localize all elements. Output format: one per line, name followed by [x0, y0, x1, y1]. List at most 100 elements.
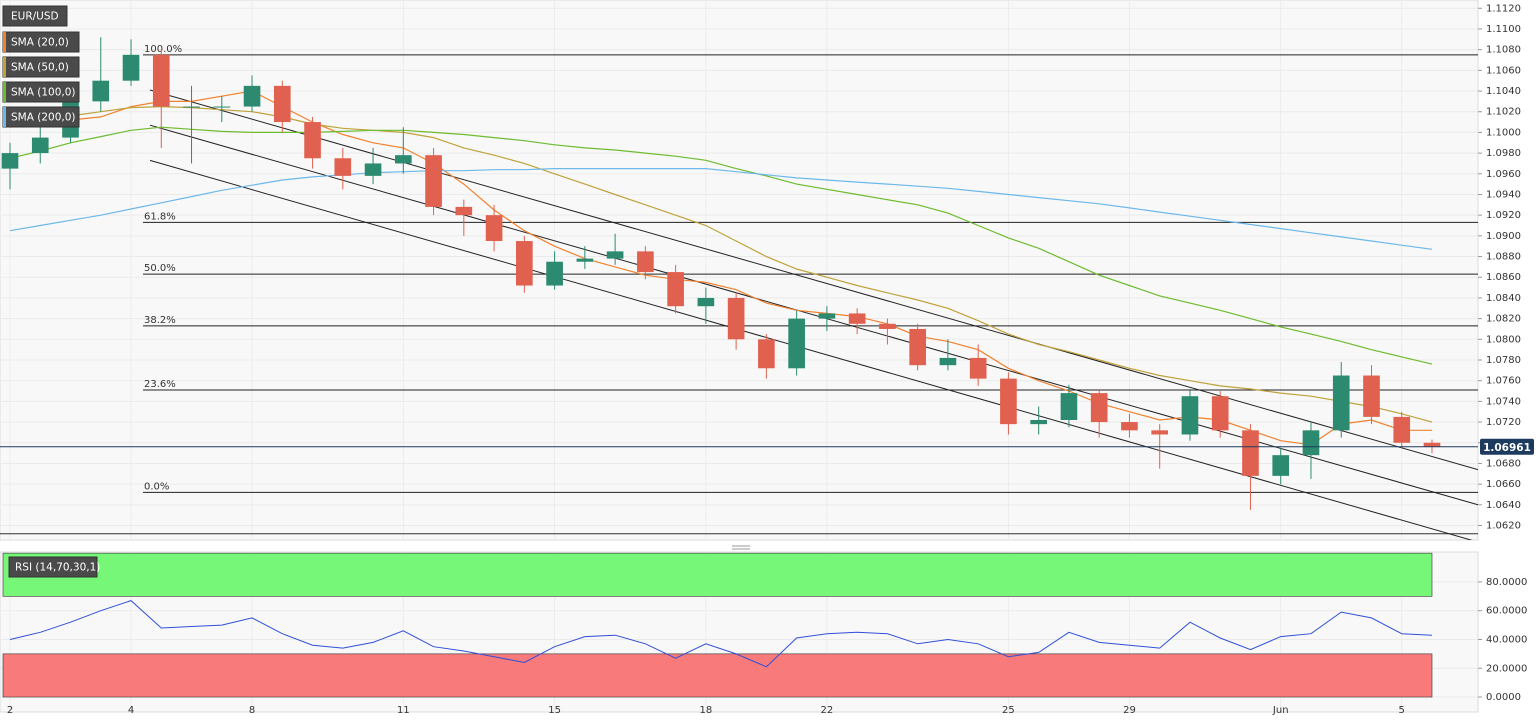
- candle-body: [1, 153, 19, 169]
- y-tick-label: 1.1100: [1486, 24, 1521, 35]
- fib-label: 61.8%: [144, 211, 176, 222]
- indicator-line: [9, 126, 1433, 365]
- y-tick-label: 40.0000: [1486, 634, 1527, 645]
- y-tick-label: 1.0740: [1486, 396, 1521, 407]
- candle-body: [485, 215, 503, 242]
- legend-text: EUR/USD: [11, 11, 59, 23]
- candle-body: [304, 122, 321, 159]
- x-tick-label: 18: [700, 705, 713, 716]
- y-tick-label: 1.0760: [1486, 376, 1521, 387]
- candle-body: [1242, 430, 1259, 476]
- candle-body: [909, 328, 926, 366]
- y-tick-label: 1.0620: [1486, 521, 1521, 532]
- x-tick-label: Jun: [1272, 705, 1289, 716]
- candle-body: [969, 357, 987, 379]
- y-tick-label: 60.0000: [1486, 606, 1527, 617]
- y-tick-label: 0.0000: [1486, 692, 1521, 703]
- y-tick-label: 1.0780: [1486, 355, 1521, 366]
- legend-text: SMA (200,0): [11, 112, 76, 124]
- candle-body: [1090, 393, 1108, 423]
- candle-body: [939, 357, 957, 366]
- y-tick-label: 80.0000: [1486, 577, 1527, 588]
- fib-label: 50.0%: [144, 263, 176, 274]
- candle-body: [667, 272, 684, 307]
- legend-swatch: [3, 107, 6, 127]
- candle-body: [1211, 396, 1229, 431]
- candle-body: [606, 251, 624, 259]
- candle-body: [697, 297, 715, 307]
- candle-body: [1151, 430, 1169, 435]
- y-tick-label: 1.0940: [1486, 189, 1521, 200]
- candle-body: [364, 163, 382, 176]
- candle-body: [1272, 455, 1290, 476]
- candle-body: [394, 155, 412, 164]
- y-tick-label: 1.0820: [1486, 314, 1521, 325]
- legend-text: RSI (14,70,30,1): [15, 562, 100, 574]
- candle-body: [92, 80, 110, 102]
- y-tick-label: 1.0860: [1486, 272, 1521, 283]
- channel-line: [149, 89, 1478, 471]
- candle-body: [1302, 430, 1320, 456]
- panel-divider[interactable]: [0, 541, 1536, 551]
- candle-body: [516, 241, 533, 286]
- y-tick-label: 1.0640: [1486, 500, 1521, 511]
- last-price-label: 1.06961: [1483, 442, 1531, 454]
- price-plot: 100.0% 61.8% 50.0% 38.2% 23.6% 0.0%: [0, 37, 1478, 540]
- legend-box[interactable]: [8, 556, 98, 578]
- y-tick-label: 1.0720: [1486, 417, 1521, 428]
- rsi-band: [2, 552, 1433, 597]
- fib-label: 0.0%: [144, 481, 169, 492]
- y-tick-label: 1.0920: [1486, 210, 1521, 221]
- legend-swatch: [3, 32, 6, 52]
- fib-label: 100.0%: [144, 44, 182, 55]
- y-tick-label: 1.1020: [1486, 107, 1521, 118]
- candle-body: [1060, 393, 1078, 420]
- candle-body: [727, 297, 745, 340]
- x-tick-label: 22: [821, 705, 834, 716]
- legend-swatch: [3, 57, 6, 77]
- candle-body: [1363, 375, 1380, 417]
- candle-body: [1393, 416, 1411, 443]
- y-tick-label: 1.1000: [1486, 127, 1521, 138]
- x-tick-label: 11: [397, 705, 410, 716]
- indicator-line: [9, 168, 1433, 250]
- candle-body: [334, 158, 352, 176]
- candle-body: [1181, 396, 1199, 435]
- indicator-line: [9, 600, 1433, 668]
- fib-label: 23.6%: [144, 379, 176, 390]
- x-tick-label: 2: [7, 705, 13, 716]
- indicator-line: [9, 105, 1433, 423]
- candle-body: [273, 85, 291, 123]
- y-tick-label: 1.0680: [1486, 458, 1521, 469]
- last-price-box: [1480, 438, 1534, 455]
- candle-body: [213, 106, 231, 108]
- y-tick-label: 1.0980: [1486, 148, 1521, 159]
- y-tick-label: 1.0960: [1486, 169, 1521, 180]
- candle-body: [243, 85, 261, 107]
- x-tick-label: 25: [1002, 705, 1015, 716]
- x-tick-label: 15: [548, 705, 561, 716]
- candle-body: [122, 54, 140, 81]
- candle-body: [1332, 375, 1350, 431]
- candle-body: [31, 137, 49, 154]
- candle-body: [879, 323, 896, 329]
- candle-body: [546, 261, 563, 286]
- legend-box[interactable]: [2, 5, 68, 27]
- legend-text: SMA (20,0): [11, 37, 69, 49]
- rsi-band: [2, 653, 1433, 698]
- candle-body: [183, 106, 200, 108]
- x-tick-label: 8: [249, 705, 255, 716]
- channel-line: [149, 159, 1473, 540]
- y-tick-label: 1.0880: [1486, 252, 1521, 263]
- y-tick-label: 1.0660: [1486, 479, 1521, 490]
- candle-body: [425, 155, 442, 207]
- y-tick-label: 20.0000: [1486, 663, 1527, 674]
- y-tick-label: 1.1120: [1486, 3, 1521, 14]
- candle-body: [637, 251, 654, 273]
- y-tick-label: 1.0900: [1486, 231, 1521, 242]
- legend-text: SMA (50,0): [11, 62, 69, 74]
- y-tick-label: 1.1080: [1486, 45, 1521, 56]
- y-tick-label: 1.1040: [1486, 86, 1521, 97]
- candle-body: [788, 318, 805, 369]
